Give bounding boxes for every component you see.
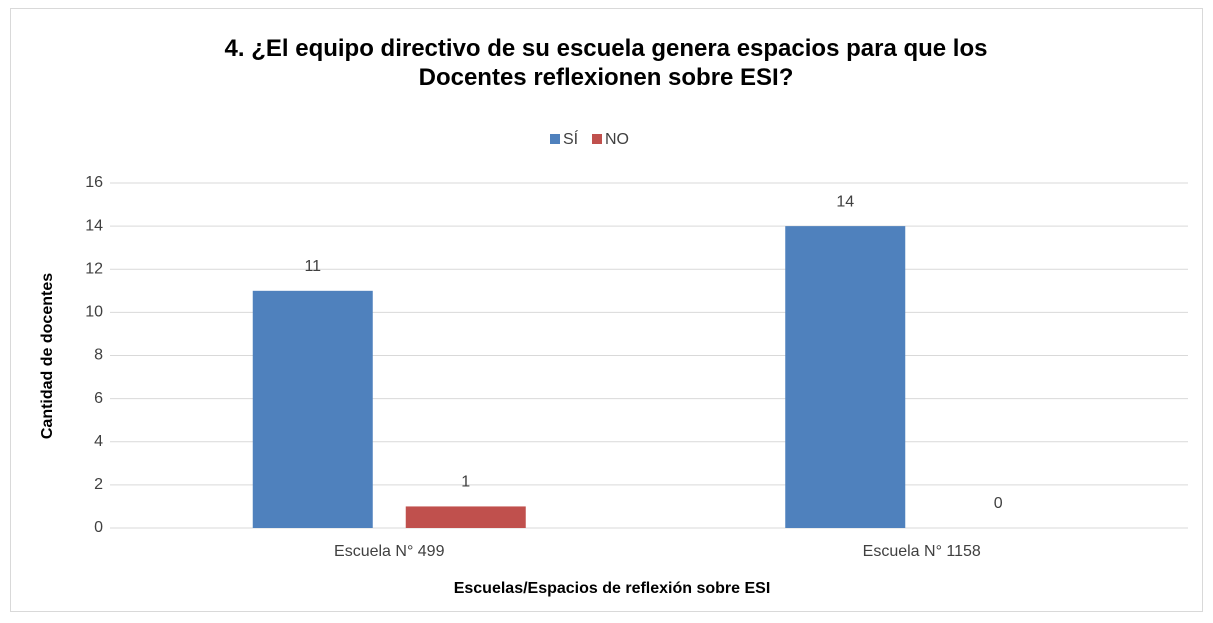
bar: [252, 290, 373, 528]
legend-label: SÍ: [563, 129, 579, 148]
x-tick-label: Escuela N° 1158: [863, 543, 981, 560]
bar: [785, 226, 906, 528]
data-label: 0: [994, 495, 1003, 512]
x-tick-label: Escuela N° 499: [334, 543, 445, 560]
chart-title: 4. ¿El equipo directivo de su escuela ge…: [224, 35, 988, 91]
y-tick-label: 14: [85, 217, 103, 234]
data-label: 11: [304, 258, 321, 275]
y-tick-label: 0: [94, 519, 103, 536]
x-axis-label: Escuelas/Espacios de reflexión sobre ESI: [454, 580, 771, 597]
legend-swatch: [592, 134, 602, 144]
legend-label: NO: [605, 131, 629, 148]
y-tick-label: 2: [94, 476, 103, 493]
data-label: 14: [836, 193, 854, 210]
y-tick-label: 16: [85, 174, 103, 191]
y-tick-label: 6: [94, 390, 103, 407]
bar: [405, 506, 526, 528]
legend-swatch: [550, 134, 560, 144]
y-tick-label: 10: [85, 304, 103, 321]
y-tick-label: 8: [94, 347, 103, 364]
chart-border: [10, 8, 1203, 612]
y-tick-label: 12: [85, 260, 103, 277]
data-label: 1: [461, 474, 470, 491]
y-axis-label: Cantidad de docentes: [39, 273, 56, 439]
y-tick-label: 4: [94, 433, 103, 450]
